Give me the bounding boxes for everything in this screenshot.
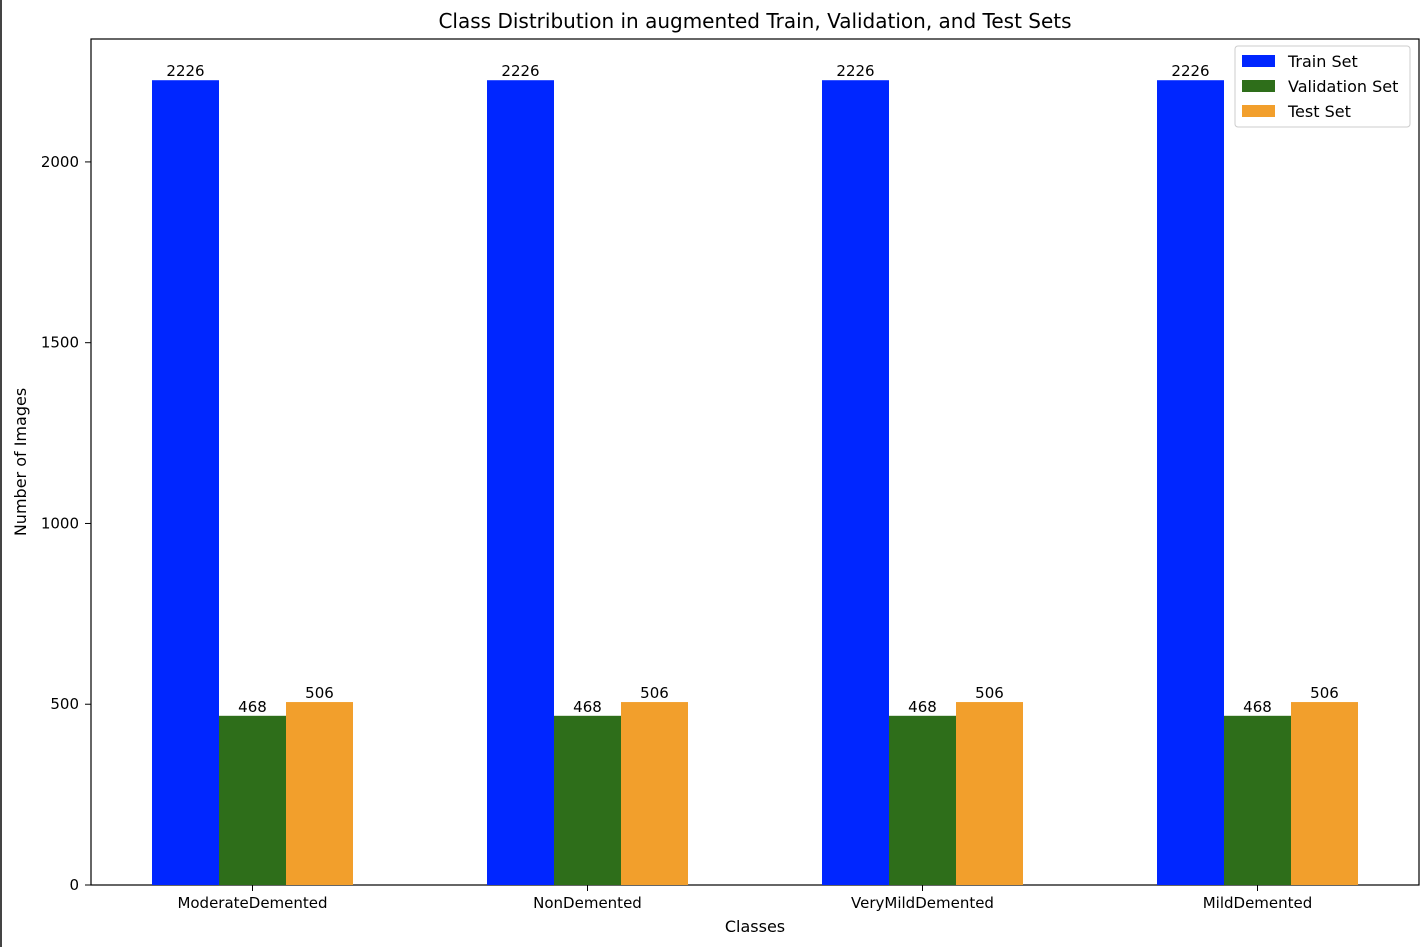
bar [1291, 702, 1358, 885]
y-axis-label: Number of Images [11, 388, 30, 536]
x-tick-label: MildDemented [1203, 894, 1313, 912]
bar [554, 715, 621, 885]
x-tick-label: ModerateDemented [177, 894, 327, 912]
legend: Train Set Validation Set Test Set [1234, 45, 1411, 128]
bar-value-label: 506 [305, 684, 334, 702]
bar-value-label: 468 [908, 698, 937, 716]
legend-label: Test Set [1287, 102, 1351, 121]
y-tick-label: 2000 [41, 153, 79, 171]
legend-swatch [1242, 105, 1275, 117]
bar-value-label: 2226 [166, 62, 204, 80]
bar-value-label: 2226 [836, 62, 874, 80]
bar-value-label: 468 [238, 698, 267, 716]
legend-label: Validation Set [1288, 77, 1398, 96]
bar [219, 715, 286, 885]
y-tick-label: 500 [50, 695, 79, 713]
legend-swatch [1242, 80, 1275, 92]
bar [152, 80, 219, 885]
bar [1224, 715, 1291, 885]
bar [956, 702, 1023, 885]
legend-box [1234, 45, 1411, 128]
x-tick-label: VeryMildDemented [851, 894, 994, 912]
bar [889, 715, 956, 885]
bar [822, 80, 889, 885]
bar-value-label: 506 [640, 684, 669, 702]
bar [621, 702, 688, 885]
bar-value-label: 468 [573, 698, 602, 716]
chart-title: Class Distribution in augmented Train, V… [438, 9, 1071, 33]
x-axis-label: Classes [725, 917, 785, 936]
legend-swatch [1242, 55, 1275, 67]
plot-area: 0 500 1000 1500 2000 2226 468 506 ModerateDement… [41, 38, 1420, 912]
plot-frame [90, 38, 1420, 886]
bar-value-label: 468 [1243, 698, 1272, 716]
bar-value-label: 2226 [501, 62, 539, 80]
y-tick-label: 1500 [41, 334, 79, 352]
y-tick-label: 0 [69, 876, 79, 894]
bar-value-label: 506 [1310, 684, 1339, 702]
legend-label: Train Set [1287, 52, 1358, 71]
window-edge [0, 0, 2, 947]
bar-value-label: 2226 [1171, 62, 1209, 80]
bar-value-label: 506 [975, 684, 1004, 702]
bar [1157, 80, 1224, 885]
bar [286, 702, 353, 885]
y-tick-label: 1000 [41, 514, 79, 532]
bar [487, 80, 554, 885]
x-tick-label: NonDemented [533, 894, 642, 912]
